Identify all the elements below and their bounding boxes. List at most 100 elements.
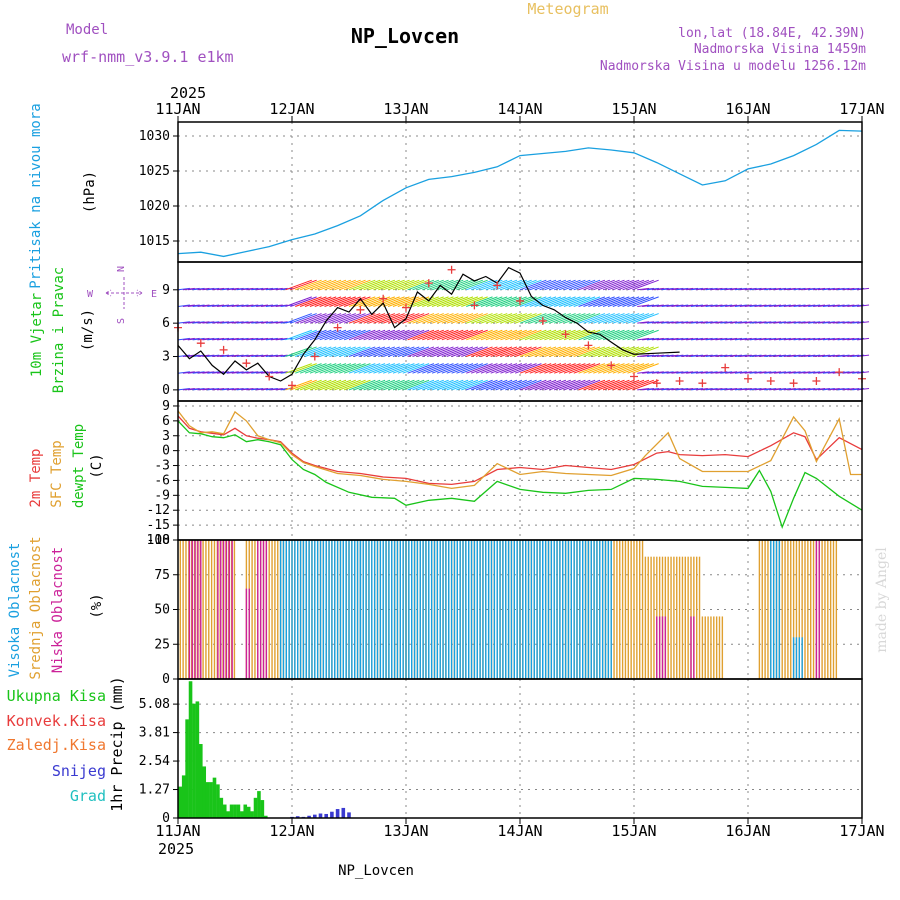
wind-barb [583, 346, 610, 357]
wind-barb [446, 379, 474, 391]
wind-barb [529, 296, 557, 307]
wind-barb [602, 296, 630, 307]
wind-barb [231, 337, 244, 341]
wind-barb [475, 363, 503, 374]
wind-barb [725, 387, 738, 391]
wind-barb [690, 304, 703, 307]
wind-barb [847, 371, 860, 374]
wind-barb [739, 387, 752, 391]
wind-barb [607, 363, 635, 374]
wind-barb [299, 379, 327, 391]
wind-barb [720, 304, 733, 307]
wind-barb [632, 346, 659, 357]
wind-barb [495, 379, 523, 391]
wind-barb [730, 387, 743, 391]
wind-barb [778, 387, 791, 391]
wind-barb [387, 379, 415, 391]
wind-barb [358, 346, 386, 357]
wind-barb [187, 287, 200, 291]
precip-bar [205, 782, 210, 818]
wind-barb [759, 371, 772, 374]
wind-barb [456, 363, 483, 374]
wind-barb [470, 279, 498, 291]
wind-barb [221, 354, 234, 358]
precip-unit-label: 1hr Precip (mm) [108, 676, 126, 811]
wind-barb [593, 296, 620, 307]
wind-barb [544, 313, 571, 324]
wind-barb [612, 313, 640, 324]
wind-barb [656, 354, 669, 358]
wind-barb [260, 387, 274, 391]
precip-bar [233, 804, 237, 818]
wind-barb [514, 313, 542, 324]
precip-bar [246, 806, 251, 818]
wind-barb [285, 279, 312, 291]
wind-barb [495, 329, 523, 341]
wind-barb [324, 346, 352, 357]
wind-barb [495, 296, 523, 307]
wind-barb [539, 279, 567, 291]
wind-barb [197, 337, 210, 341]
wind-barb [622, 313, 650, 324]
wind-barb [686, 287, 699, 291]
precip-bar [324, 813, 328, 818]
wind-barb [495, 313, 523, 324]
wind-barb [578, 329, 606, 341]
wind-barb [607, 346, 635, 357]
wind-barb [642, 287, 655, 291]
precip-bar [185, 719, 189, 818]
wind-barb [480, 296, 508, 307]
wind-barb [627, 296, 654, 307]
wind-barb [207, 321, 220, 324]
wind-barb [417, 329, 444, 341]
wind-barb [510, 363, 537, 374]
wind-barb [407, 313, 435, 324]
wind-barb [646, 287, 660, 291]
wind-barb [661, 337, 674, 341]
wind-gust-marker [698, 379, 707, 388]
wind-barb [769, 321, 782, 324]
wind-barb [798, 387, 811, 391]
wind-barb [417, 279, 444, 291]
wind-barb [734, 304, 747, 307]
wind-barb [695, 304, 708, 307]
wind-barb [241, 287, 254, 291]
wind-barb [754, 287, 767, 291]
credit-text: made by Angel [874, 547, 890, 653]
wind-barb [632, 379, 659, 391]
wind-barb [202, 337, 215, 341]
wind-barb [544, 363, 571, 374]
wind-barb [671, 354, 684, 358]
wind-barb [339, 363, 366, 374]
wind-barb [270, 354, 283, 358]
wind-barb [549, 329, 576, 341]
wind-barb [671, 304, 684, 307]
wind-barb [661, 321, 674, 324]
wind-barb [759, 287, 772, 291]
wind-barb [817, 354, 831, 358]
wind-barb [251, 321, 264, 324]
wind-barb [461, 379, 488, 391]
wind-barb [700, 337, 713, 341]
wind-gust-marker [379, 294, 388, 303]
wind-barb [822, 354, 835, 358]
wind-barb [480, 313, 508, 324]
wind-barb [182, 371, 195, 374]
wind-barb [837, 321, 850, 324]
wind-barb [392, 329, 420, 341]
wind-barb [197, 304, 210, 307]
wind-barb [207, 371, 220, 374]
precip-bar [195, 701, 200, 818]
wind-barb [246, 371, 259, 374]
wind-barb [192, 287, 205, 291]
wind-barb [827, 354, 840, 358]
wind-barb [529, 379, 557, 391]
wind-barb [368, 346, 396, 357]
wind-barb [426, 329, 454, 341]
wind-barb [451, 279, 479, 291]
wind-barb [671, 387, 684, 391]
wind-barb [715, 287, 728, 291]
wind-barb [514, 379, 542, 391]
wind-barb [456, 379, 483, 391]
